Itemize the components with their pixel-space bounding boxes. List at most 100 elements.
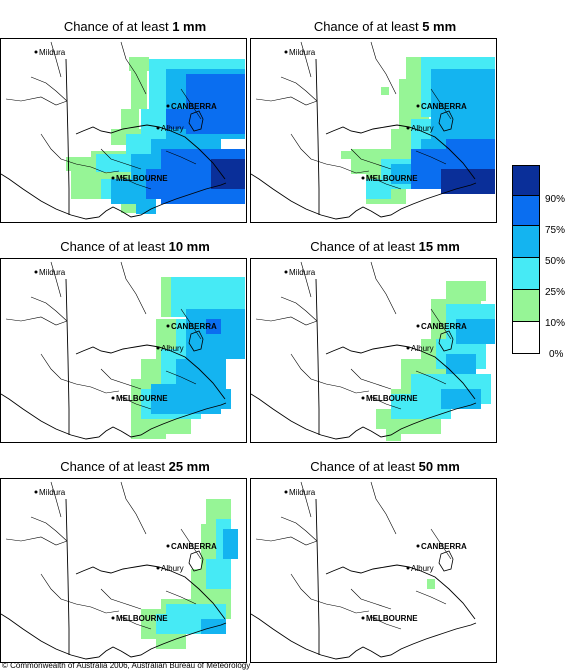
panel-title-value: 25 mm <box>168 459 210 474</box>
act-border <box>438 330 454 352</box>
district-boundary <box>370 396 402 410</box>
district-boundary <box>180 308 202 340</box>
district-boundary <box>370 41 397 95</box>
rainfall-map: Mildura CANBERRA Albury MELBOURNE <box>250 38 497 223</box>
rainfall-map: Mildura CANBERRA Albury MELBOURNE <box>0 258 247 443</box>
district-boundary <box>50 41 62 78</box>
legend-swatch <box>512 195 540 227</box>
canberra-label: CANBERRA <box>171 542 217 551</box>
map-canvas: Mildura CANBERRA Albury MELBOURNE <box>1 481 238 660</box>
state-border <box>75 344 226 400</box>
canberra-marker <box>416 324 420 328</box>
albury-label: Albury <box>411 124 434 133</box>
legend-label: 10% <box>545 318 566 329</box>
canberra-marker <box>166 324 170 328</box>
district-boundary <box>280 516 318 542</box>
probability-cell <box>136 199 156 214</box>
state-border <box>75 124 226 180</box>
panel-title-prefix: Chance of at least <box>60 459 169 474</box>
district-boundary <box>165 590 197 605</box>
district-boundary <box>40 133 120 174</box>
state-border <box>315 278 320 435</box>
melbourne-label: MELBOURNE <box>116 174 168 183</box>
act-border <box>188 330 204 352</box>
district-boundary <box>120 396 152 410</box>
district-boundary <box>415 370 447 385</box>
district-boundary <box>300 41 312 78</box>
district-boundary <box>255 316 318 326</box>
canberra-label: CANBERRA <box>421 322 467 331</box>
district-boundary <box>5 536 68 546</box>
mildura-label: Mildura <box>289 488 316 497</box>
district-boundary <box>370 616 402 630</box>
probability-cell <box>96 154 136 172</box>
district-boundary <box>120 261 147 315</box>
legend-swatch <box>512 321 540 354</box>
rainfall-map: Mildura CANBERRA Albury MELBOURNE <box>0 38 247 223</box>
district-boundary <box>350 148 392 170</box>
district-boundary <box>280 296 318 322</box>
mildura-label: Mildura <box>39 488 66 497</box>
canberra-label: CANBERRA <box>421 102 467 111</box>
panel-title-value: 10 mm <box>168 239 210 254</box>
district-boundary <box>180 528 202 560</box>
district-boundary <box>120 616 152 630</box>
district-boundary <box>40 353 120 394</box>
panel-title-prefix: Chance of at least <box>310 459 419 474</box>
coastline <box>1 173 227 220</box>
panel-title: Chance of at least 25 mm <box>0 458 270 476</box>
albury-marker <box>156 566 160 570</box>
map-panel: Chance of at least 1 mm Mildura CANBERRA Al… <box>0 18 270 228</box>
district-boundary <box>30 76 68 102</box>
district-boundary <box>430 88 452 120</box>
district-boundary <box>280 76 318 102</box>
district-boundary <box>300 481 312 518</box>
canberra-label: CANBERRA <box>171 102 217 111</box>
probability-cell <box>211 159 245 189</box>
district-boundary <box>290 353 370 394</box>
panel-title: Chance of at least 10 mm <box>0 238 270 256</box>
mildura-label: Mildura <box>289 268 316 277</box>
probability-cell <box>223 529 238 559</box>
state-border <box>315 58 320 215</box>
mildura-marker <box>284 490 288 494</box>
probability-cell <box>206 559 231 589</box>
coastline <box>251 173 477 220</box>
state-border <box>325 124 476 180</box>
rainfall-map: Mildura CANBERRA Albury MELBOURNE <box>0 478 247 663</box>
map-panel: Chance of at least 15 mm Mildura CANBERRA A… <box>250 238 520 448</box>
canberra-label: CANBERRA <box>171 322 217 331</box>
legend-swatch <box>512 257 540 290</box>
probability-cell <box>446 281 486 301</box>
map-canvas: Mildura CANBERRA Albury MELBOURNE <box>251 481 477 660</box>
probability-cell <box>121 109 139 129</box>
panel-title-prefix: Chance of at least <box>63 19 173 34</box>
district-boundary <box>50 481 62 518</box>
district-boundary <box>100 148 142 170</box>
district-boundary <box>350 368 392 390</box>
district-boundary <box>100 588 142 610</box>
panel-title-prefix: Chance of at least <box>60 239 169 254</box>
probability-cell <box>146 429 166 439</box>
district-boundary <box>100 368 142 390</box>
melbourne-marker <box>361 176 365 180</box>
mildura-label: Mildura <box>39 48 66 57</box>
panel-title-prefix: Chance of at least <box>310 239 419 254</box>
panel-title-value: 5 mm <box>422 19 457 34</box>
canberra-label: CANBERRA <box>421 542 467 551</box>
mildura-marker <box>284 50 288 54</box>
panel-title: Chance of at least 50 mm <box>250 458 520 476</box>
probability-cell <box>201 619 226 634</box>
mildura-label: Mildura <box>39 268 66 277</box>
map-panel: Chance of at least 5 mm Mildura CANBERRA Al… <box>250 18 520 228</box>
albury-marker <box>156 126 160 130</box>
district-boundary <box>430 308 452 340</box>
district-boundary <box>5 96 68 106</box>
albury-label: Albury <box>411 564 434 573</box>
probability-cell <box>427 579 435 589</box>
district-boundary <box>30 296 68 322</box>
legend-label: 90% <box>545 194 566 205</box>
district-boundary <box>430 528 452 560</box>
legend-label: 50% <box>545 256 566 267</box>
canberra-marker <box>166 104 170 108</box>
